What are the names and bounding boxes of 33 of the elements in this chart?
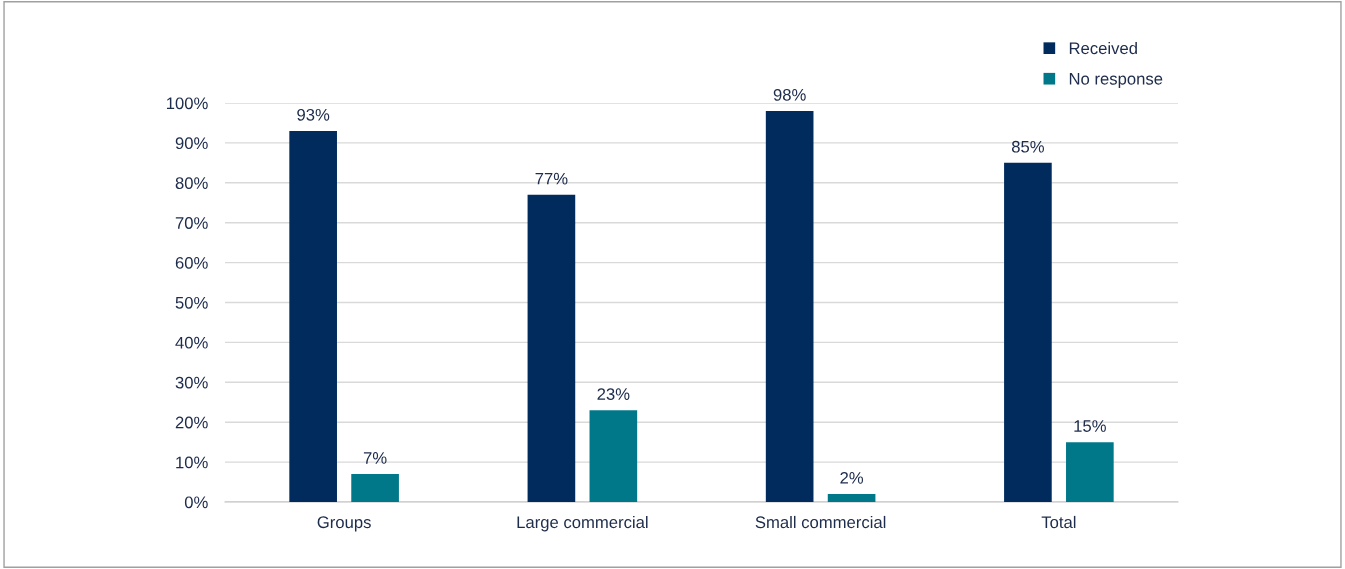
y-tick-label: 10% bbox=[176, 456, 208, 469]
bar bbox=[527, 194, 576, 502]
x-tick-label: Small commercial bbox=[755, 515, 886, 529]
data-label: 93% bbox=[297, 108, 330, 121]
y-tick-label: 70% bbox=[175, 217, 208, 229]
y-tick-label: 40% bbox=[175, 336, 208, 349]
bar bbox=[589, 410, 638, 502]
y-tick-label: 50% bbox=[175, 296, 208, 309]
data-label: 7% bbox=[363, 452, 387, 464]
data-label: 77% bbox=[535, 172, 568, 185]
y-tick-label: 90% bbox=[175, 137, 208, 150]
bar bbox=[1066, 442, 1114, 502]
y-tick-label: 100% bbox=[166, 97, 208, 110]
bar bbox=[1004, 162, 1052, 502]
x-tick-label: Large commercial bbox=[517, 515, 648, 532]
data-label: 2% bbox=[840, 471, 864, 484]
legend-label: No response bbox=[1069, 73, 1163, 88]
data-label: 85% bbox=[1011, 140, 1044, 153]
bar bbox=[765, 110, 814, 502]
y-tick-label: 0% bbox=[184, 496, 208, 509]
x-tick-label: Groups bbox=[317, 516, 371, 532]
y-tick-label: 80% bbox=[175, 177, 208, 189]
y-tick-label: 30% bbox=[175, 376, 208, 389]
data-label: 98% bbox=[773, 88, 806, 101]
legend-label: Received bbox=[1069, 41, 1137, 55]
data-label: 23% bbox=[597, 388, 630, 400]
bar bbox=[351, 474, 399, 502]
y-tick-label: 60% bbox=[175, 257, 208, 269]
bar bbox=[827, 494, 876, 502]
y-tick-label: 20% bbox=[175, 416, 208, 429]
x-tick-label: Total bbox=[1041, 515, 1076, 529]
bar bbox=[289, 130, 337, 502]
data-label: 15% bbox=[1074, 420, 1106, 432]
